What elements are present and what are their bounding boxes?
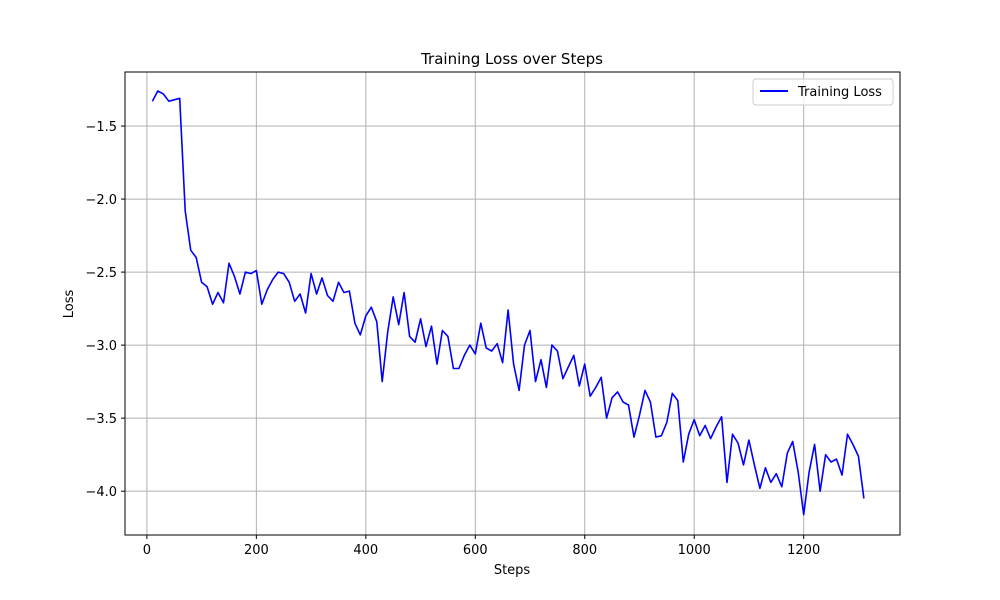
y-tick-label: −2.5 — [85, 266, 117, 281]
series-lines — [151, 90, 865, 516]
x-tick-label: 200 — [244, 543, 269, 558]
x-tick-label: 400 — [353, 543, 378, 558]
y-tick-label: −2.0 — [85, 193, 117, 208]
plot-area — [125, 72, 900, 535]
y-tick-label: −3.0 — [85, 339, 117, 354]
chart-title: Training Loss over Steps — [420, 50, 603, 68]
x-tick-label: 0 — [143, 543, 151, 558]
y-axis-label: Loss — [62, 290, 77, 319]
x-tick-label: 600 — [463, 543, 488, 558]
x-tick-label: 800 — [572, 543, 597, 558]
x-axis-label: Steps — [494, 563, 531, 578]
grid-lines — [125, 72, 900, 535]
y-axis-ticks: −1.5 −2.0 −2.5 −3.0 −3.5 −4.0 — [85, 120, 125, 500]
x-tick-label: 1200 — [787, 543, 820, 558]
y-tick-label: −3.5 — [85, 412, 117, 427]
x-tick-label: 1000 — [678, 543, 711, 558]
x-axis-ticks: 0 200 400 600 800 1000 1200 — [143, 535, 820, 558]
legend-box — [752, 78, 894, 106]
plot-frame — [124, 71, 901, 536]
y-tick-label: −4.0 — [85, 485, 117, 500]
y-tick-label: −1.5 — [85, 120, 117, 135]
series-line-training-loss — [151, 90, 865, 516]
legend: Training Loss — [752, 78, 894, 106]
legend-label: Training Loss — [797, 85, 882, 100]
